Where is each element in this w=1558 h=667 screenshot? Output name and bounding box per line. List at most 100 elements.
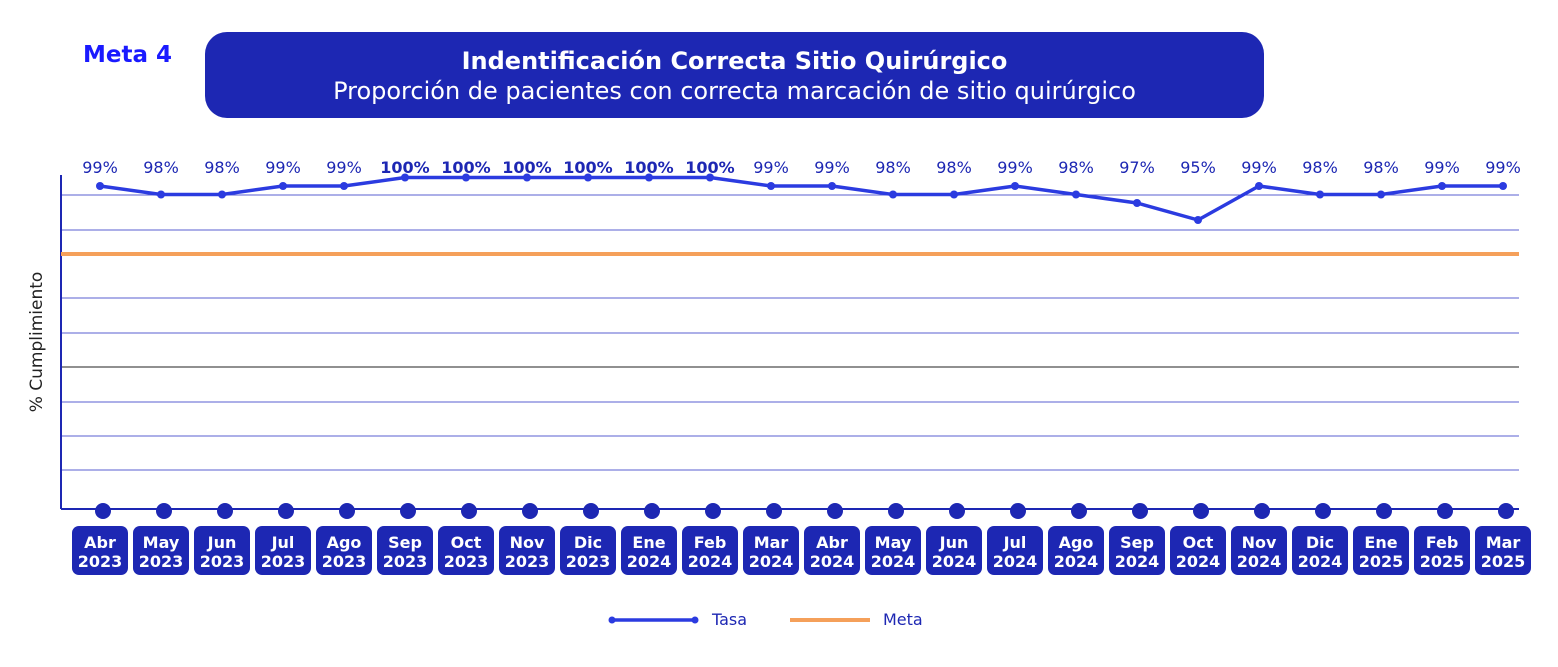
data-point [706,173,714,182]
data-point [401,173,409,182]
x-tick-year: 2024 [749,552,794,571]
data-label: 99% [265,158,301,177]
chart-title: Indentificación Correcta Sitio Quirúrgic… [461,47,1008,75]
title-banner: Indentificación Correcta Sitio Quirúrgic… [205,32,1264,118]
x-tick-month: Dic [1306,533,1334,552]
x-tick-year: 2024 [1176,552,1221,571]
x-tick-year: 2023 [566,552,611,571]
x-axis-dot [1315,503,1331,519]
x-tick-month: Jul [271,533,295,552]
data-label: 95% [1180,158,1216,177]
x-axis-dot [1193,503,1209,519]
data-label: 98% [875,158,911,177]
x-axis-ticks: Abr2023May2023Jun2023Jul2023Ago2023Sep20… [72,503,1531,575]
data-point [828,182,836,190]
x-axis-dot [1437,503,1453,519]
x-tick-year: 2024 [871,552,916,571]
chart-subtitle: Proporción de pacientes con correcta mar… [333,77,1136,105]
x-tick-month: Jun [207,533,237,552]
x-axis-dot [1010,503,1026,519]
x-axis-dot [156,503,172,519]
data-label: 99% [1424,158,1460,177]
x-tick-month: Abr [84,533,116,552]
data-point [584,173,592,182]
data-label: 98% [1058,158,1094,177]
month-tick-box [987,526,1043,575]
x-tick-month: Oct [451,533,482,552]
legend-marker-end [691,616,699,624]
month-tick-box [743,526,799,575]
data-point [96,182,104,190]
x-tick-month: Dic [574,533,602,552]
x-axis-dot [217,503,233,519]
x-tick-month: Sep [1120,533,1154,552]
x-axis-dot [1376,503,1392,519]
x-tick-month: Mar [1486,533,1521,552]
x-tick-month: Nov [1242,533,1277,552]
x-axis-dot [1498,503,1514,519]
x-tick-year: 2024 [810,552,855,571]
x-tick-month: Jun [939,533,969,552]
data-label: 98% [204,158,240,177]
month-tick-box [377,526,433,575]
x-tick-month: Sep [388,533,422,552]
x-tick-year: 2024 [1237,552,1282,571]
x-axis-dot [766,503,782,519]
data-label: 99% [753,158,789,177]
data-point [218,190,226,199]
legend-label-tasa: Tasa [711,610,747,629]
x-tick-year: 2025 [1481,552,1526,571]
data-label: 98% [143,158,179,177]
x-tick-month: May [875,533,912,552]
x-tick-year: 2023 [200,552,245,571]
x-axis-dot [522,503,538,519]
x-tick-month: Feb [694,533,727,552]
month-tick-box [682,526,738,575]
x-tick-month: May [143,533,180,552]
data-point [1438,182,1446,190]
data-point [523,173,531,182]
series-points [96,173,1507,224]
month-tick-box [499,526,555,575]
data-point [950,190,958,199]
month-tick-box [438,526,494,575]
data-point [889,190,897,199]
data-point [767,182,775,190]
x-tick-year: 2023 [78,552,123,571]
month-tick-box [1170,526,1226,575]
x-tick-month: Nov [510,533,545,552]
data-point [340,182,348,190]
x-tick-month: Oct [1183,533,1214,552]
month-tick-box [194,526,250,575]
data-label: 100% [685,158,734,177]
x-axis-dot [461,503,477,519]
x-tick-year: 2024 [993,552,1038,571]
x-tick-month: Mar [754,533,789,552]
data-point [1011,182,1019,190]
month-tick-box [926,526,982,575]
month-tick-box [1353,526,1409,575]
x-tick-month: Jul [1003,533,1027,552]
x-tick-year: 2025 [1420,552,1465,571]
data-point [1377,190,1385,199]
x-tick-year: 2024 [688,552,733,571]
month-tick-box [255,526,311,575]
legend-label-meta: Meta [883,610,923,629]
x-tick-year: 2023 [322,552,367,571]
data-point [1316,190,1324,199]
x-tick-year: 2023 [261,552,306,571]
month-tick-box [1109,526,1165,575]
x-axis-dot [1071,503,1087,519]
legend: Tasa Meta [608,610,923,629]
month-tick-box [1048,526,1104,575]
x-tick-year: 2023 [444,552,489,571]
x-tick-month: Ago [1059,533,1094,552]
data-labels: 99% 98% 98% 99% 99% 100% 100% 100% 100% 100% 100% 9… [82,158,1521,177]
data-label: 99% [1241,158,1277,177]
x-axis-dot [95,503,111,519]
x-tick-month: Abr [816,533,848,552]
legend-marker-start [608,616,616,624]
meta-label: Meta 4 [83,42,173,68]
data-point [462,173,470,182]
